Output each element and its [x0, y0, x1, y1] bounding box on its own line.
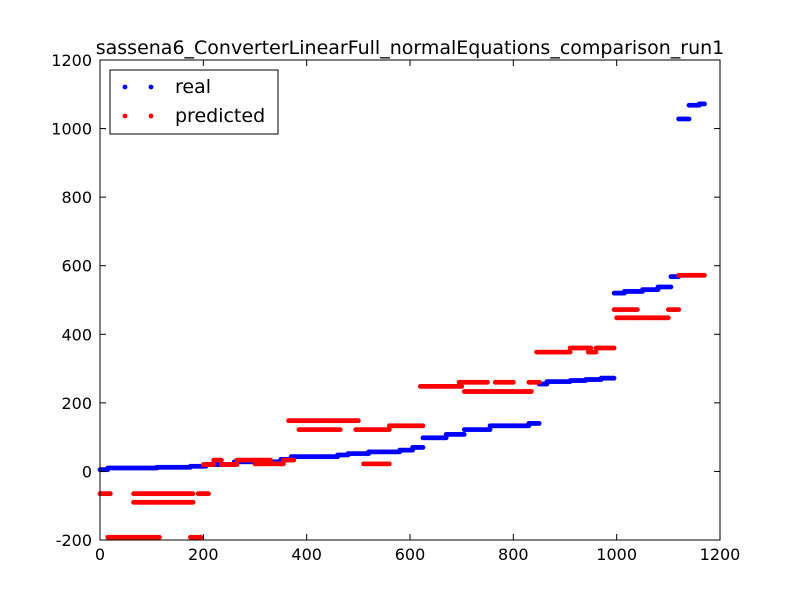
- data-point-predicted: [190, 499, 196, 505]
- x-tick-label: 800: [498, 545, 529, 564]
- x-tick-label: 0: [95, 545, 105, 564]
- data-point-real: [536, 421, 542, 426]
- data-point-real: [611, 375, 617, 381]
- data-point-predicted: [420, 423, 426, 429]
- legend: real predicted: [109, 69, 279, 135]
- data-point-predicted: [510, 379, 516, 385]
- data-point-predicted: [485, 379, 490, 385]
- data-point-predicted: [291, 457, 297, 463]
- data-point-predicted: [355, 418, 361, 424]
- data-point-predicted: [107, 491, 113, 497]
- data-point-real: [702, 101, 707, 107]
- chart-title: sassena6_ConverterLinearFull_normalEquat…: [96, 37, 725, 59]
- legend-marker-predicted: [122, 113, 128, 119]
- data-point-predicted: [459, 384, 465, 389]
- data-point-predicted: [190, 491, 196, 497]
- x-tick-label: 1200: [700, 545, 741, 564]
- y-tick-label: 0: [82, 462, 92, 481]
- x-tick-label: 600: [395, 545, 426, 564]
- y-tick-label: -200: [56, 531, 92, 550]
- data-point-predicted: [536, 379, 542, 385]
- y-tick-label: 1200: [51, 51, 92, 70]
- data-point-real: [487, 427, 493, 432]
- x-tick-label: 1000: [596, 545, 637, 564]
- y-tick-label: 800: [61, 188, 92, 207]
- legend-label-real: real: [175, 76, 211, 98]
- legend-label-predicted: predicted: [175, 105, 265, 127]
- data-point-real: [668, 284, 674, 290]
- data-point-real: [420, 445, 426, 450]
- y-tick-label: 1000: [51, 120, 92, 139]
- legend-marker-real: [148, 84, 154, 90]
- x-tick-label: 400: [291, 545, 322, 564]
- legend-box: [109, 69, 279, 135]
- data-point-predicted: [337, 427, 343, 432]
- data-point-predicted: [198, 534, 204, 540]
- data-point-predicted: [588, 345, 594, 351]
- data-point-predicted: [268, 457, 273, 463]
- data-point-predicted: [702, 272, 707, 278]
- data-point-predicted: [567, 349, 573, 355]
- data-point-predicted: [386, 461, 392, 467]
- data-point-predicted: [676, 307, 682, 312]
- legend-marker-real: [122, 84, 128, 90]
- data-point-predicted: [665, 315, 671, 321]
- data-point-predicted: [593, 349, 599, 355]
- data-point-real: [461, 432, 467, 437]
- data-point-predicted: [634, 307, 640, 312]
- y-tick-label: 200: [61, 394, 92, 413]
- data-point-predicted: [386, 427, 392, 432]
- y-tick-label: 400: [61, 325, 92, 344]
- data-point-real: [686, 116, 692, 122]
- data-point-predicted: [157, 534, 162, 540]
- plot-points: [97, 101, 707, 540]
- data-point-predicted: [611, 345, 617, 351]
- data-point-predicted: [529, 389, 534, 394]
- x-tick-label: 200: [188, 545, 219, 564]
- data-point-predicted: [234, 462, 240, 467]
- data-point-predicted: [206, 491, 211, 497]
- data-point-predicted: [281, 461, 286, 467]
- legend-marker-predicted: [148, 113, 154, 119]
- plot-frame: [99, 59, 721, 541]
- y-tick-label: 600: [61, 257, 92, 276]
- data-point-predicted: [219, 457, 224, 463]
- data-point-predicted: [211, 462, 217, 467]
